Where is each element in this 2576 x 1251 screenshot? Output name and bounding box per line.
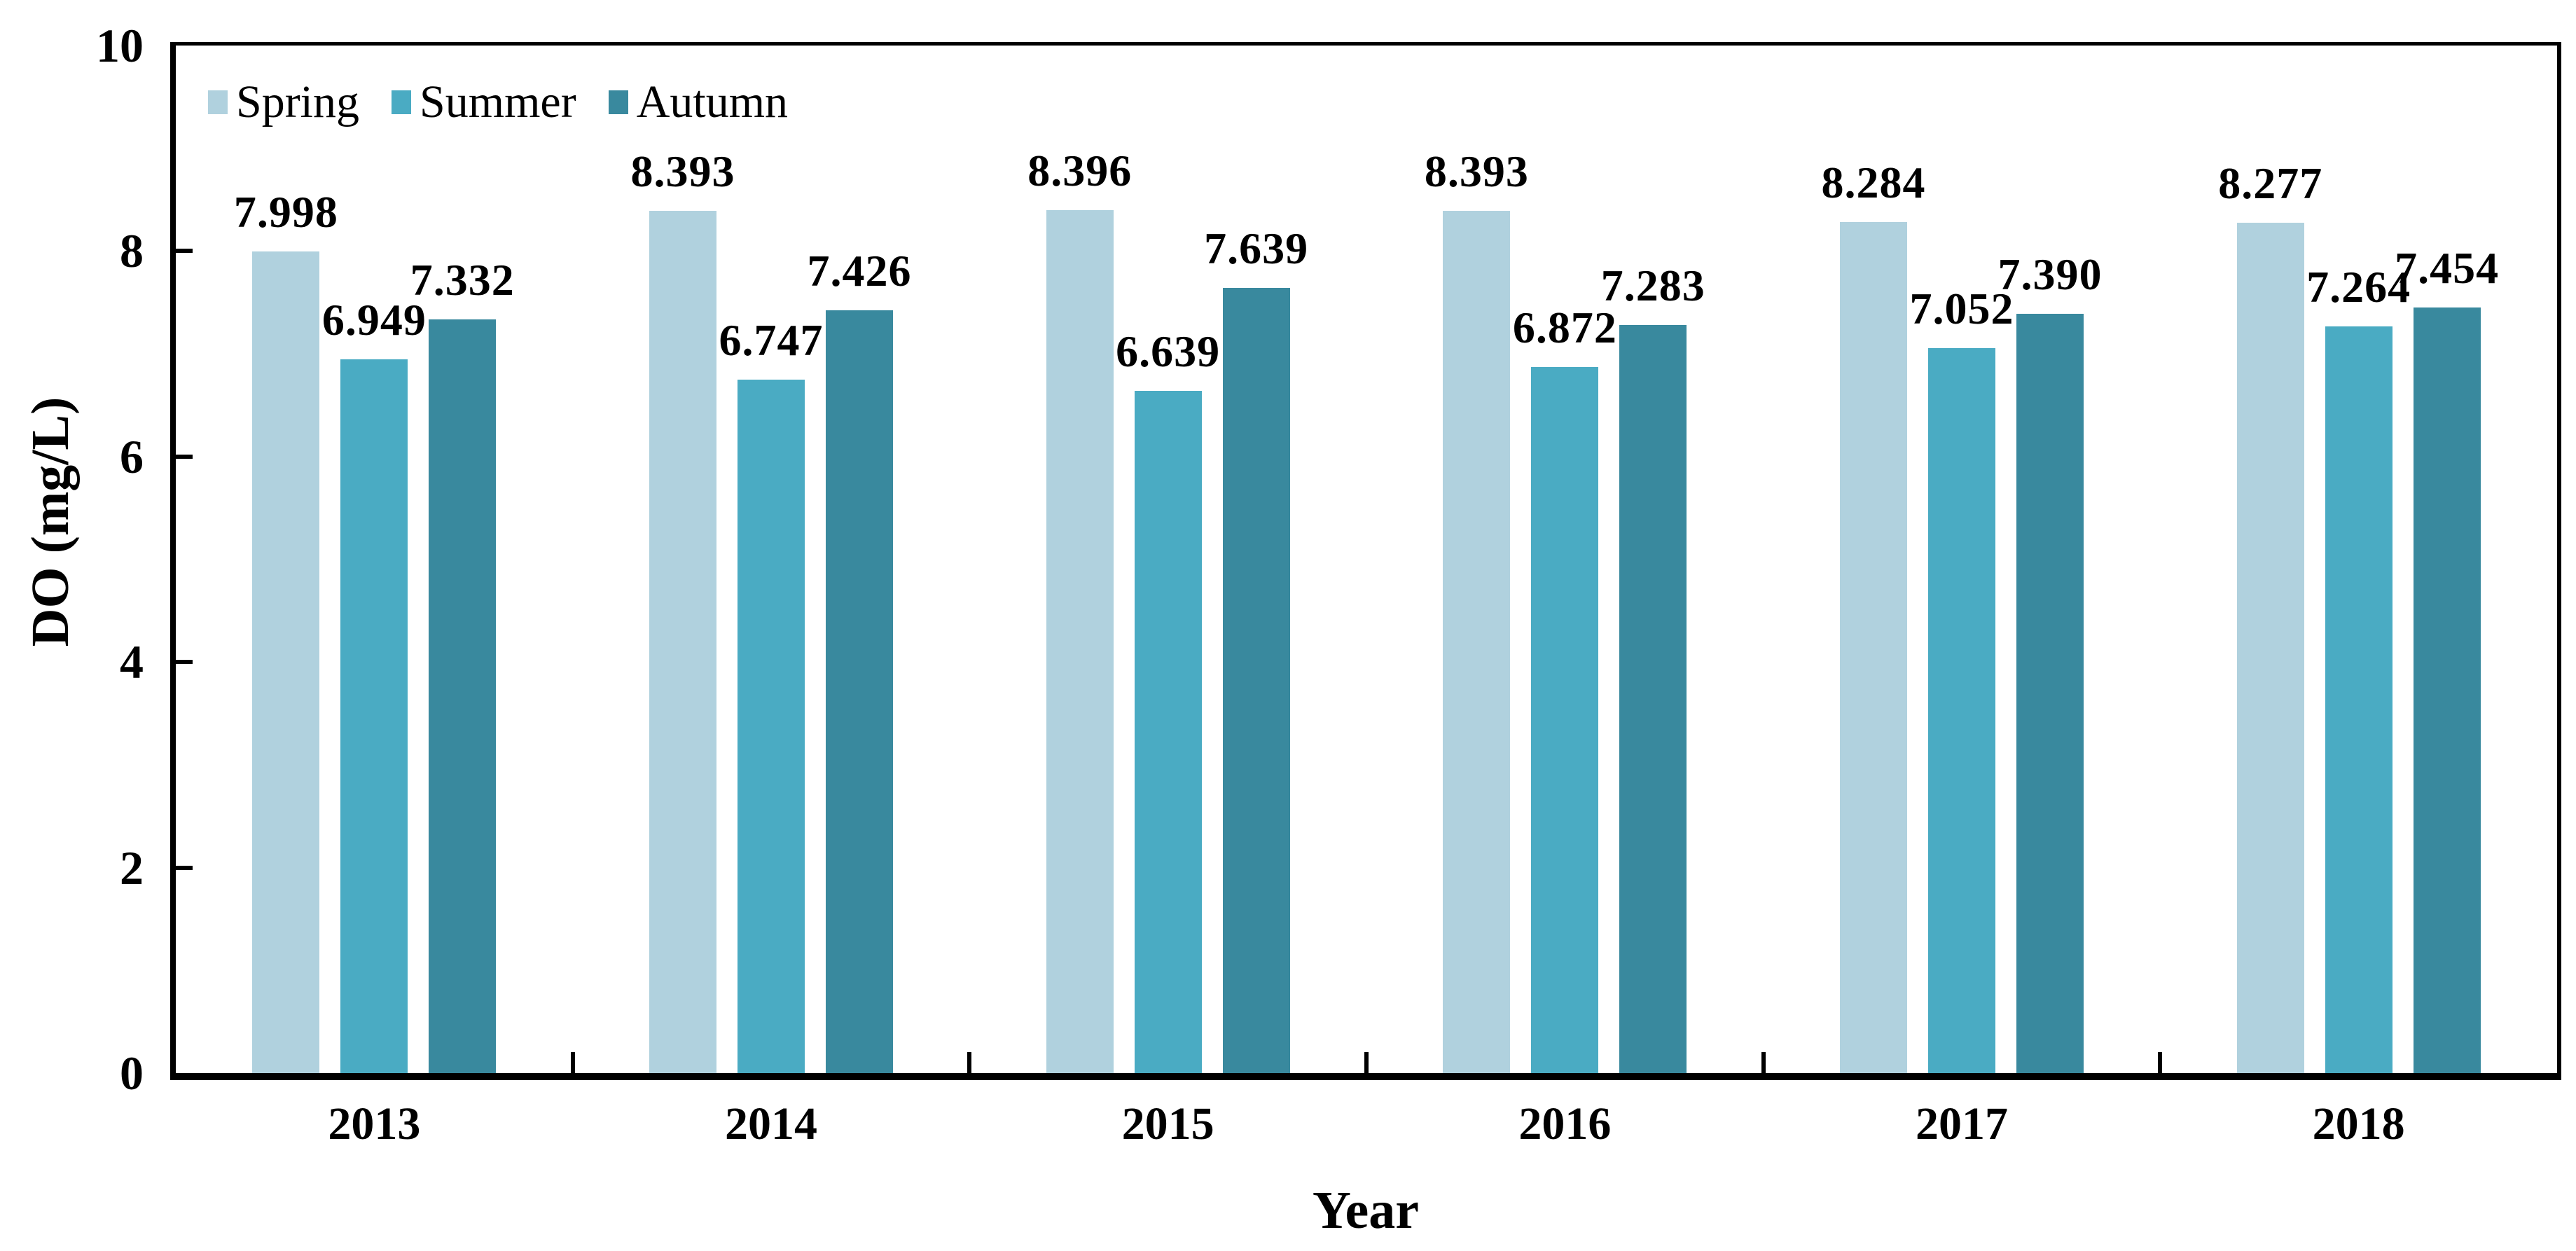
legend-label-autumn: Autumn (636, 76, 789, 127)
y-tick-6 (176, 454, 193, 459)
legend-entry-spring: Spring (208, 72, 359, 132)
plot-inner: Spring Summer Autumn 7.998 6.949 7.332 8.393 6… (176, 46, 2557, 1073)
bar-summer-2013 (340, 359, 408, 1073)
x-category-2015: 2015 (1121, 1098, 1214, 1149)
x-category-2018: 2018 (2312, 1098, 2405, 1149)
value-label-spring-2017: 8.284 (1821, 157, 1926, 207)
bar-group-2018: 8.277 7.264 7.454 (2160, 46, 2557, 1073)
bar-autumn-2018 (2413, 307, 2481, 1073)
bar-spring-2014 (649, 210, 716, 1073)
value-label-spring-2015: 8.396 (1027, 146, 1133, 196)
value-label-summer-2013: 6.949 (321, 294, 427, 345)
bar-summer-2018 (2325, 326, 2393, 1073)
legend-swatch-summer-icon (392, 90, 412, 114)
value-label-summer-2018: 7.264 (2306, 262, 2411, 312)
x-tick-2 (967, 1052, 972, 1073)
value-label-autumn-2015: 7.639 (1204, 223, 1309, 274)
plot-area: Spring Summer Autumn 7.998 6.949 7.332 8.393 6… (170, 42, 2561, 1080)
value-label-autumn-2017: 7.390 (1997, 249, 2103, 299)
legend-label-spring: Spring (236, 76, 360, 127)
bar-summer-2015 (1134, 391, 1202, 1073)
y-tick-label-10: 10 (96, 19, 144, 72)
x-category-2014: 2014 (725, 1098, 817, 1149)
value-label-autumn-2018: 7.454 (2395, 242, 2500, 293)
bars-layer: 7.998 6.949 7.332 8.393 6.747 7.426 8.396 6.639… (176, 46, 2557, 1073)
value-label-summer-2014: 6.747 (719, 315, 824, 366)
y-tick-label-8: 8 (120, 224, 144, 278)
y-tick-4 (176, 660, 193, 665)
legend-entry-autumn: Autumn (608, 72, 789, 132)
bar-autumn-2017 (2016, 313, 2084, 1073)
value-label-summer-2017: 7.052 (1909, 284, 2014, 334)
bar-group-2013: 7.998 6.949 7.332 (176, 46, 573, 1073)
x-category-2016: 2016 (1518, 1098, 1612, 1149)
bar-autumn-2013 (429, 319, 497, 1073)
y-tick-2 (176, 865, 193, 870)
value-label-summer-2016: 6.872 (1512, 302, 1617, 352)
bar-group-2017: 8.284 7.052 7.390 (1764, 46, 2161, 1073)
bar-spring-2017 (1840, 221, 1907, 1073)
bar-spring-2016 (1443, 210, 1511, 1073)
bar-autumn-2016 (1619, 324, 1687, 1073)
x-axis-category-labels: 2013 2014 2015 2016 2017 2018 (176, 1101, 2557, 1164)
legend-swatch-spring-icon (208, 90, 228, 114)
x-category-2013: 2013 (328, 1098, 421, 1149)
bar-spring-2018 (2236, 222, 2304, 1073)
y-tick-label-4: 4 (120, 635, 144, 689)
x-category-2017: 2017 (1916, 1098, 2008, 1149)
value-label-autumn-2016: 7.283 (1600, 260, 1705, 310)
bar-group-2016: 8.393 6.872 7.283 (1366, 46, 1764, 1073)
bar-autumn-2014 (825, 310, 893, 1073)
x-axis-title: Year (1313, 1181, 1419, 1240)
bar-autumn-2015 (1222, 288, 1290, 1073)
x-tick-3 (1364, 1052, 1369, 1073)
value-label-spring-2018: 8.277 (2218, 158, 2323, 208)
y-tick-label-0: 0 (120, 1046, 144, 1100)
y-tick-label-6: 6 (120, 429, 144, 483)
bar-summer-2014 (737, 380, 805, 1073)
value-label-summer-2015: 6.639 (1116, 326, 1221, 377)
legend-swatch-autumn-icon (608, 90, 628, 114)
y-tick-label-2: 2 (120, 841, 144, 894)
bar-summer-2017 (1927, 348, 1995, 1073)
value-label-autumn-2014: 7.426 (807, 245, 912, 296)
value-label-autumn-2013: 7.332 (410, 255, 515, 305)
legend: Spring Summer Autumn (208, 72, 788, 132)
x-tick-5 (2158, 1052, 2163, 1073)
bar-spring-2013 (252, 251, 320, 1073)
x-tick-4 (1761, 1052, 1766, 1073)
bar-summer-2016 (1531, 366, 1599, 1073)
value-label-spring-2014: 8.393 (630, 146, 735, 196)
value-label-spring-2016: 8.393 (1424, 146, 1529, 196)
x-tick-1 (570, 1052, 575, 1073)
bar-spring-2015 (1046, 210, 1114, 1073)
legend-label-summer: Summer (420, 76, 576, 127)
legend-entry-summer: Summer (392, 72, 576, 132)
bar-group-2015: 8.396 6.639 7.639 (969, 46, 1366, 1073)
value-label-spring-2013: 7.998 (233, 186, 338, 237)
ticks-layer (176, 46, 2557, 1073)
y-axis-tick-labels: 0 2 4 6 8 10 (0, 22, 144, 1097)
bar-group-2014: 8.393 6.747 7.426 (573, 46, 970, 1073)
y-tick-8 (176, 249, 193, 254)
